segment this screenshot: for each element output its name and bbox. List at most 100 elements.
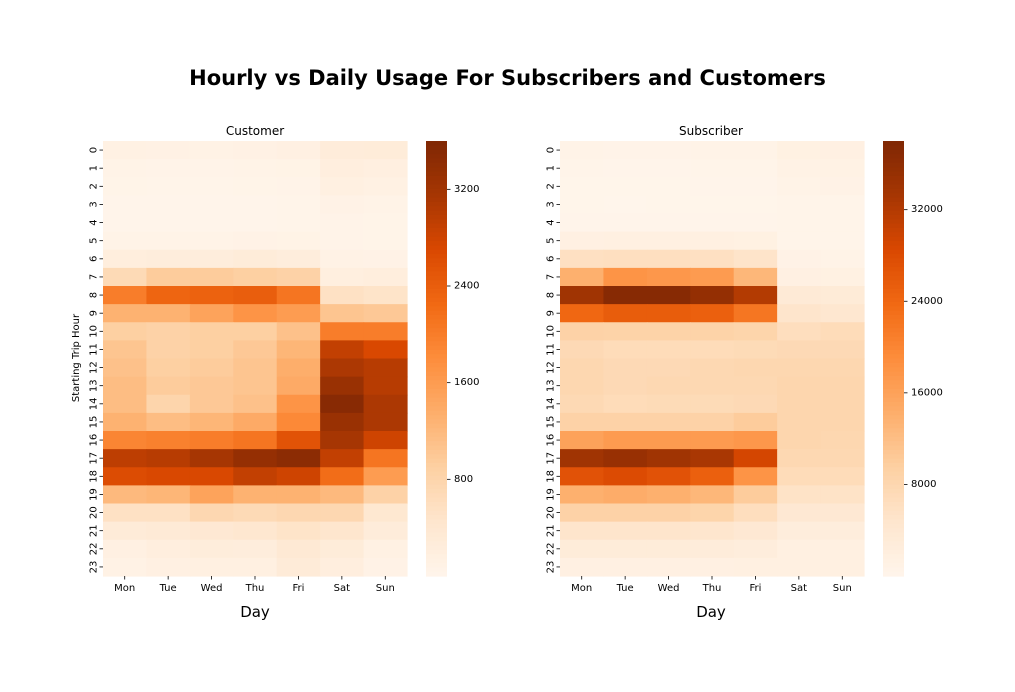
heatmap-cell <box>146 159 191 178</box>
heatmap-cell <box>646 195 691 215</box>
colorbar-segment <box>883 436 904 442</box>
colorbar-segment <box>883 571 904 577</box>
heatmap-cell <box>777 521 822 541</box>
heatmap-cell <box>103 557 148 577</box>
heatmap-cell <box>276 394 321 414</box>
heatmap-cell <box>733 159 778 178</box>
heatmap-cell <box>320 467 365 486</box>
colorbar-segment <box>426 380 447 386</box>
colorbar-segment <box>426 358 447 364</box>
y-tick-label: 17 <box>546 452 557 465</box>
colorbar-segment <box>426 541 447 547</box>
colorbar-segment <box>426 528 447 534</box>
heatmap-cell <box>320 231 365 251</box>
heatmap-cell <box>276 141 321 160</box>
heatmap-cell <box>603 267 648 287</box>
heatmap-cell <box>560 485 605 505</box>
y-tick-label: 3 <box>89 201 100 207</box>
colorbar-segment <box>426 519 447 525</box>
colorbar-segment <box>883 549 904 555</box>
x-tick-label: Thu <box>245 583 265 594</box>
y-tick-label: 11 <box>546 343 557 356</box>
heatmap-cell <box>733 177 778 196</box>
heatmap-cell <box>233 394 278 414</box>
colorbar-segment <box>426 197 447 203</box>
heatmap-cell <box>646 376 691 396</box>
heatmap-cell <box>733 467 778 486</box>
colorbar-segment <box>883 445 904 451</box>
heatmap-cell <box>233 231 278 251</box>
heatmap-cell <box>146 449 191 468</box>
y-tick-label: 14 <box>89 397 100 410</box>
heatmap-cell <box>363 467 408 486</box>
colorbar-segment <box>883 410 904 416</box>
heatmap-cell <box>733 557 778 577</box>
heatmap-cell <box>690 376 735 396</box>
heatmap-cell <box>276 213 321 233</box>
heatmap-cell <box>603 286 648 305</box>
heatmap-cell <box>777 394 822 414</box>
colorbar-segment <box>883 449 904 455</box>
y-tick-label: 12 <box>546 361 557 374</box>
heatmap-cell <box>603 412 648 432</box>
heatmap-cell <box>276 267 321 287</box>
heatmap-cell <box>363 231 408 251</box>
colorbar-segment <box>883 441 904 447</box>
colorbar-segment <box>883 354 904 360</box>
y-tick-label: 11 <box>89 343 100 356</box>
heatmap-cell <box>646 322 691 341</box>
colorbar-segment <box>426 354 447 360</box>
heatmap-cell <box>103 521 148 541</box>
colorbar-segment <box>883 375 904 381</box>
heatmap-cell <box>276 431 321 450</box>
colorbar-segment <box>883 171 904 177</box>
x-tick-label: Wed <box>201 583 223 594</box>
heatmap-cell <box>233 485 278 505</box>
colorbar-segment <box>883 158 904 164</box>
colorbar-segment <box>426 145 447 151</box>
heatmap-cell <box>363 394 408 414</box>
y-tick-label: 4 <box>546 219 557 225</box>
y-tick-label: 22 <box>89 542 100 555</box>
colorbar-segment <box>883 336 904 342</box>
heatmap-cell <box>690 322 735 341</box>
heatmap-cell <box>320 213 365 233</box>
colorbar-tick-label: 32000 <box>911 204 943 215</box>
colorbar-segment <box>426 489 447 494</box>
x-tick-labels: Mon Tue Wed Thu Fri Sat Sun <box>571 576 852 594</box>
y-tick-label: 18 <box>89 470 100 483</box>
heatmap-cell <box>777 286 822 305</box>
colorbar-segment <box>883 523 904 529</box>
y-tick-label: 1 <box>546 165 557 171</box>
heatmap-cell <box>777 340 822 360</box>
heatmap-cell <box>146 231 191 251</box>
heatmap-cell <box>820 340 865 360</box>
colorbar-segment <box>883 462 904 468</box>
y-tick-label: 1 <box>89 165 100 171</box>
heatmap-cell <box>733 449 778 468</box>
heatmap-cell <box>233 322 278 341</box>
heatmap-cell <box>646 340 691 360</box>
heatmap-cell <box>560 539 605 559</box>
heatmap-cell <box>560 322 605 341</box>
heatmap-cell <box>103 322 148 341</box>
colorbar-segment <box>883 341 904 347</box>
colorbar-segment <box>883 254 904 260</box>
heatmap-cell <box>363 412 408 432</box>
y-tick-label: 0 <box>89 147 100 153</box>
colorbar-segment <box>426 536 447 542</box>
heatmap-cell <box>146 177 191 196</box>
heatmap-cell <box>233 249 278 269</box>
heatmap-cell <box>560 267 605 287</box>
heatmap-cell <box>560 376 605 396</box>
heatmap-cell <box>646 231 691 251</box>
heatmap-cell <box>146 267 191 287</box>
heatmap-cell <box>733 304 778 323</box>
heatmap-cell <box>320 195 365 215</box>
y-tick-label: 15 <box>89 416 100 429</box>
heatmap-cell <box>690 213 735 233</box>
heatmap-cell <box>690 557 735 577</box>
colorbar-segment <box>883 528 904 534</box>
colorbar-segment <box>426 393 447 399</box>
